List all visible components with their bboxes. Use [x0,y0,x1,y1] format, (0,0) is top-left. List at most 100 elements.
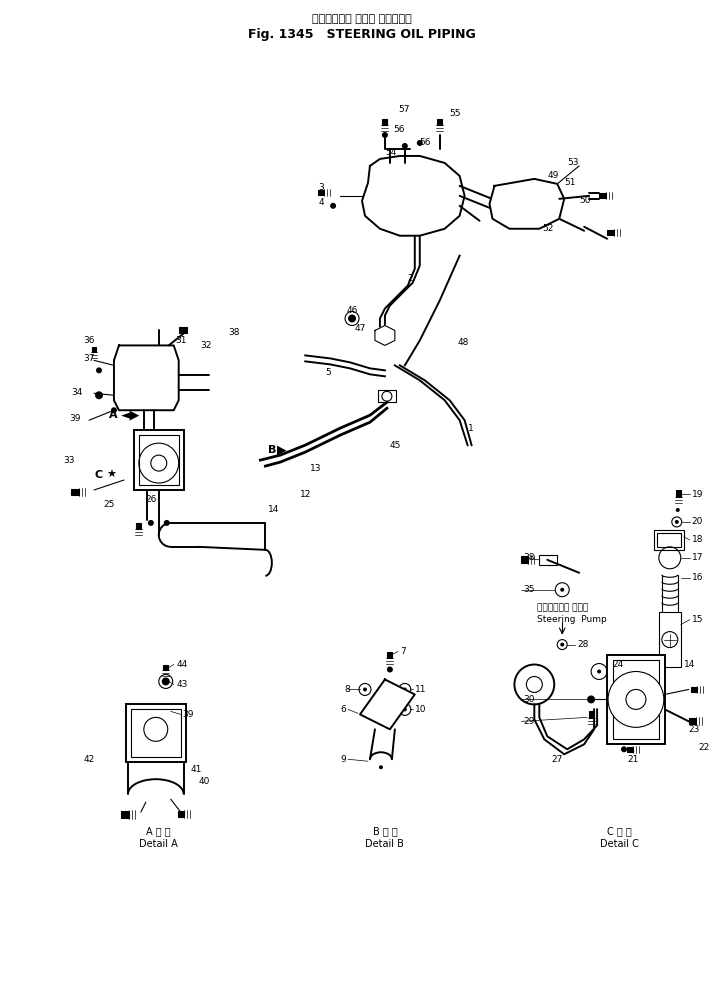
Text: 11: 11 [415,685,427,694]
Text: 38: 38 [228,328,240,337]
Bar [539,555,557,565]
Circle shape [608,672,664,727]
Text: 28: 28 [577,640,589,649]
Text: A: A [109,410,118,420]
Text: Detail A: Detail A [140,839,178,849]
Text: 55: 55 [450,109,461,118]
Text: 15: 15 [692,615,703,624]
Bar [71,489,79,495]
Circle shape [403,707,407,711]
Text: 14: 14 [268,505,280,514]
Bar [137,523,142,529]
Text: 21: 21 [627,755,638,764]
Text: 38: 38 [523,553,535,563]
Text: 39: 39 [69,413,81,422]
Text: 26: 26 [146,495,157,504]
Text: 14: 14 [684,660,695,669]
Circle shape [164,520,170,526]
Text: 57: 57 [398,105,409,114]
Circle shape [403,687,407,691]
Polygon shape [362,156,465,235]
Circle shape [560,643,564,647]
Text: 52: 52 [542,225,554,233]
Text: C 詳 図: C 詳 図 [607,826,631,836]
Bar [131,709,181,758]
Text: 25: 25 [103,500,114,509]
Text: Detail B: Detail B [365,839,404,849]
Text: 37: 37 [83,354,95,363]
Text: 2: 2 [408,274,414,283]
Bar [178,811,184,817]
Bar [437,119,442,126]
Circle shape [382,332,388,338]
Polygon shape [114,345,179,410]
Bar [388,652,393,658]
Text: 29: 29 [523,717,535,726]
Text: 17: 17 [692,553,703,563]
Text: 36: 36 [83,336,95,345]
Text: 18: 18 [692,535,703,544]
Bar [589,711,594,718]
Text: Detail C: Detail C [599,839,638,849]
Text: 4: 4 [318,199,324,208]
Bar [382,119,388,126]
Bar [627,747,633,752]
Bar [121,811,129,818]
Circle shape [544,220,550,225]
Text: 56: 56 [393,125,404,134]
Text: C: C [94,470,102,480]
Text: 16: 16 [692,574,703,583]
Text: 43: 43 [176,680,188,689]
Text: 48: 48 [458,338,469,347]
Bar [599,193,607,199]
Circle shape [675,520,679,524]
Bar [613,660,659,740]
Text: 27: 27 [551,755,562,764]
Circle shape [348,315,356,322]
Bar [607,655,665,745]
Text: 1: 1 [468,423,474,432]
Text: A 詳 図: A 詳 図 [147,826,171,836]
Bar [676,490,681,497]
Text: 42: 42 [83,755,94,764]
Text: 31: 31 [176,336,187,345]
Bar [657,533,681,547]
Text: 33: 33 [63,456,74,465]
Circle shape [96,367,102,373]
Text: 8: 8 [344,685,350,694]
Circle shape [382,132,388,138]
Text: 51: 51 [564,178,576,187]
Circle shape [587,695,595,703]
Text: 45: 45 [390,441,401,450]
Text: 5: 5 [325,368,331,377]
Text: 46: 46 [347,306,359,315]
Circle shape [560,587,564,591]
Text: ステアリング ポンプ: ステアリング ポンプ [537,603,589,612]
Circle shape [379,765,383,769]
Text: 12: 12 [300,491,312,499]
Text: ▶: ▶ [278,444,287,457]
Bar [689,718,696,724]
Circle shape [621,747,627,753]
Text: 41: 41 [191,764,202,773]
Text: 7: 7 [400,647,406,656]
Text: 50: 50 [579,197,591,206]
Bar [654,530,684,550]
Circle shape [147,520,154,526]
Text: 22: 22 [698,743,710,752]
Polygon shape [375,325,395,345]
Text: 54: 54 [385,148,396,157]
Circle shape [402,143,408,149]
Text: 30: 30 [523,695,535,704]
Polygon shape [360,679,415,729]
Text: Fig. 1345   STEERING OIL PIPING: Fig. 1345 STEERING OIL PIPING [248,29,476,42]
Circle shape [597,670,601,674]
Circle shape [416,140,423,146]
Circle shape [511,191,542,221]
Text: 9: 9 [340,755,346,764]
Bar [378,391,396,403]
Circle shape [387,667,393,673]
Circle shape [385,166,445,225]
Text: B 詳 図: B 詳 図 [372,826,397,836]
Text: 47: 47 [355,324,367,333]
